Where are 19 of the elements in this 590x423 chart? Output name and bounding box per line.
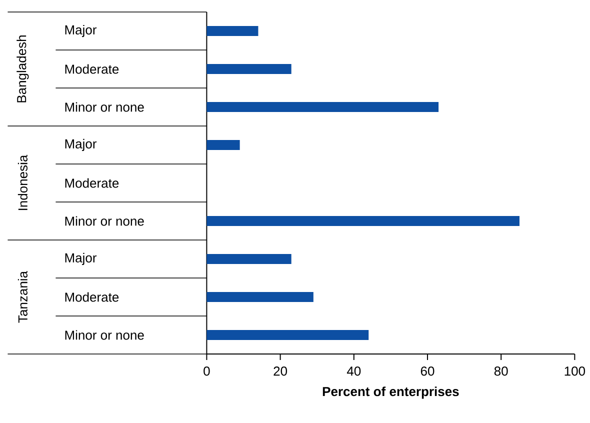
y-tick-label: Major bbox=[65, 252, 97, 266]
y-tick-label: Major bbox=[65, 24, 97, 38]
x-tick-label: 40 bbox=[346, 366, 361, 376]
y-tick-label: Moderate bbox=[65, 178, 119, 188]
x-tick-label: 60 bbox=[420, 366, 434, 376]
text: Bangladesh bbox=[16, 36, 29, 102]
x-tick-label: 0 bbox=[204, 366, 210, 376]
x-axis-title: Percent of enterprises bbox=[322, 386, 459, 399]
x-tick-label: 100 bbox=[564, 366, 586, 376]
x-tick-label: 80 bbox=[494, 366, 508, 376]
x-tick-label: 20 bbox=[274, 366, 288, 376]
y-tick-label: Moderate bbox=[65, 64, 119, 74]
text: Indonesia bbox=[18, 154, 28, 210]
y-tick-label: Moderate bbox=[65, 292, 119, 302]
text: Tanzania bbox=[18, 270, 28, 323]
y-tick-label: Minor or none bbox=[65, 102, 144, 112]
y-tick-label: Major bbox=[65, 138, 97, 152]
y-tick-label: Minor or none bbox=[65, 216, 144, 226]
y-tick-label: Minor or none bbox=[65, 330, 144, 340]
